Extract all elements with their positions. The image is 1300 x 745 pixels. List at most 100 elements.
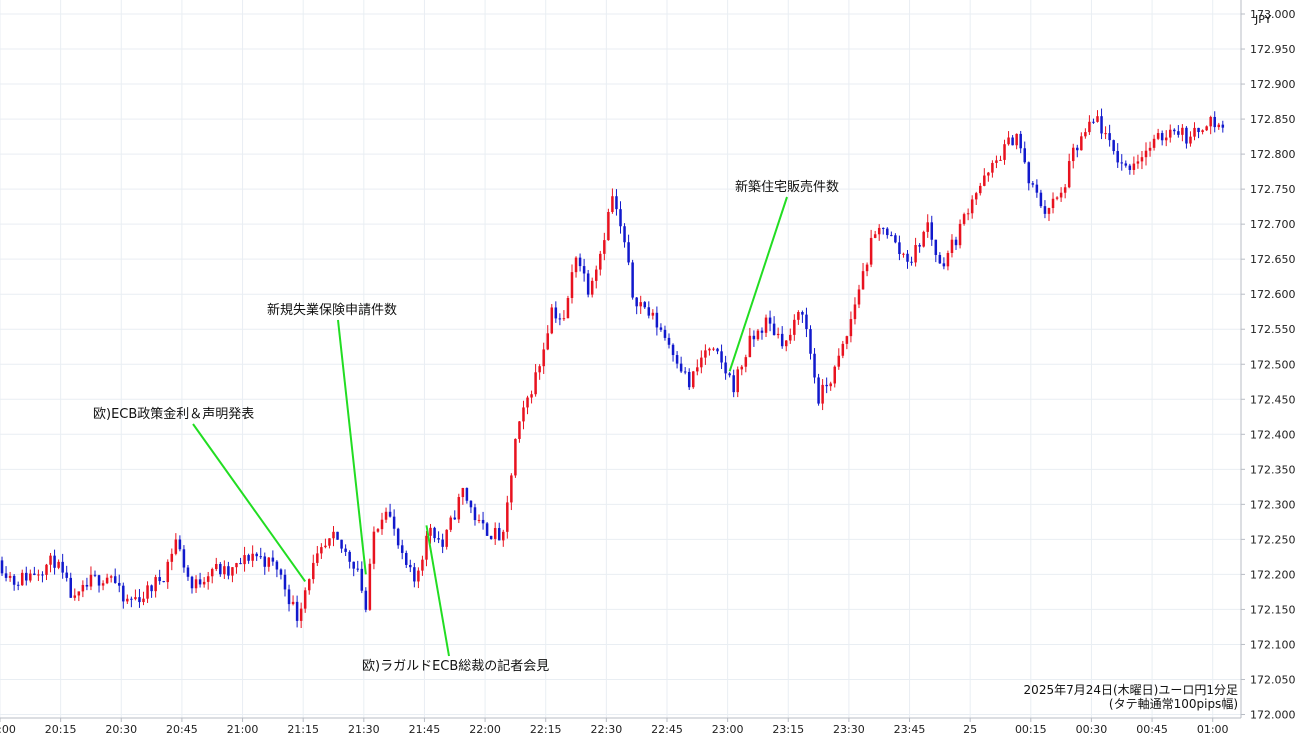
candle-up [502,531,505,541]
candle-down [473,507,477,521]
annotation-label-new-home-sales: 新築住宅販売件数 [735,179,839,195]
candle-up [89,574,93,587]
candle-down [671,344,675,356]
candle-up [146,585,149,599]
price-tick-label: 172.700 [1250,218,1296,231]
candle-down [130,598,133,600]
annotation-line [425,525,450,657]
candle-up [946,253,950,267]
candle-up [922,231,925,247]
candle-up [914,245,917,263]
candle-down [271,557,275,562]
candle-down [813,353,816,378]
candle-down [910,261,913,263]
candle-up [223,566,226,575]
price-tick-label: 172.850 [1250,113,1296,126]
candle-up [215,564,218,570]
candle-down [772,323,776,336]
candle-up [57,561,60,568]
horizontal-gridlines [0,13,1241,715]
candle-up [1096,116,1099,122]
candle-down [663,329,667,338]
candle-down [113,576,117,583]
candle-up [987,172,990,176]
candle-up [1067,161,1071,188]
candle-up [514,438,517,476]
candle-down [25,572,28,581]
candlestick-series [0,108,1225,629]
candle-down [198,579,202,585]
time-tick-label: 20:15 [45,723,77,736]
candle-down [938,254,942,264]
candle-down [1185,127,1188,144]
candle-down [687,371,691,388]
time-axis-ticks[interactable]: 20:00 20:15 20:30 20:45 21:00 21:15 21:30 21:45… [0,718,1229,736]
candle-up [477,519,481,521]
candle-up [457,497,461,520]
candle-up [1104,133,1107,135]
time-tick-label: 21:45 [409,723,441,736]
price-tick-label: 173.000 [1250,8,1296,21]
candle-down [65,572,68,578]
price-tick-label: 172.200 [1250,568,1296,581]
time-tick-label: 00:15 [1015,723,1047,736]
candle-up [708,348,711,351]
candle-up [566,298,570,319]
candle-down [655,312,659,328]
candle-up [231,567,234,576]
candle-down [186,567,190,577]
candle-down [578,257,582,267]
candle-down [150,585,153,592]
candle-up [1088,121,1091,133]
candle-up [979,185,982,194]
candle-up [797,312,800,320]
candle-down [890,235,893,237]
candle-up [449,517,452,530]
candle-down [259,556,262,558]
annotation-line [728,196,788,372]
candle-up [829,383,832,387]
candle-up [999,159,1002,161]
candle-down [898,242,901,255]
annotation-label-lagarde-press: 欧)ラガルドECB総裁の記者会見 [362,658,549,674]
candle-down [0,560,4,574]
candle-up [316,553,319,563]
candle-up [534,372,537,395]
candle-down [409,564,412,568]
candle-up [332,531,335,539]
candle-down [732,375,735,393]
time-tick-label: 23:30 [833,723,865,736]
candle-up [1169,129,1172,138]
candle-up [429,527,432,536]
candle-up [712,348,715,350]
candle-down [247,555,250,561]
candle-down [481,519,485,524]
candle-down [1160,133,1164,141]
candle-up [1051,198,1055,209]
candle-up [594,269,598,281]
candle-down [485,523,489,536]
candle-up [542,349,545,367]
candle-down [1076,147,1079,151]
candle-down [554,307,558,319]
candle-down [1124,163,1128,166]
candle-down [1043,206,1047,214]
candle-down [497,528,501,541]
candle-up [1189,136,1192,144]
candle-up [1201,130,1204,133]
candle-down [279,569,283,575]
candle-up [845,336,849,344]
candle-up [841,343,845,356]
candle-down [1031,183,1035,185]
candle-up [538,366,541,373]
candle-up [425,535,428,560]
candle-down [239,563,242,565]
price-axis-panel[interactable] [1241,0,1300,745]
candle-down [441,539,444,547]
candle-up [303,590,307,609]
candle-up [1140,157,1144,162]
candle-up [950,239,954,254]
candle-down [388,511,392,517]
candle-down [954,239,958,246]
candle-up [251,553,254,561]
